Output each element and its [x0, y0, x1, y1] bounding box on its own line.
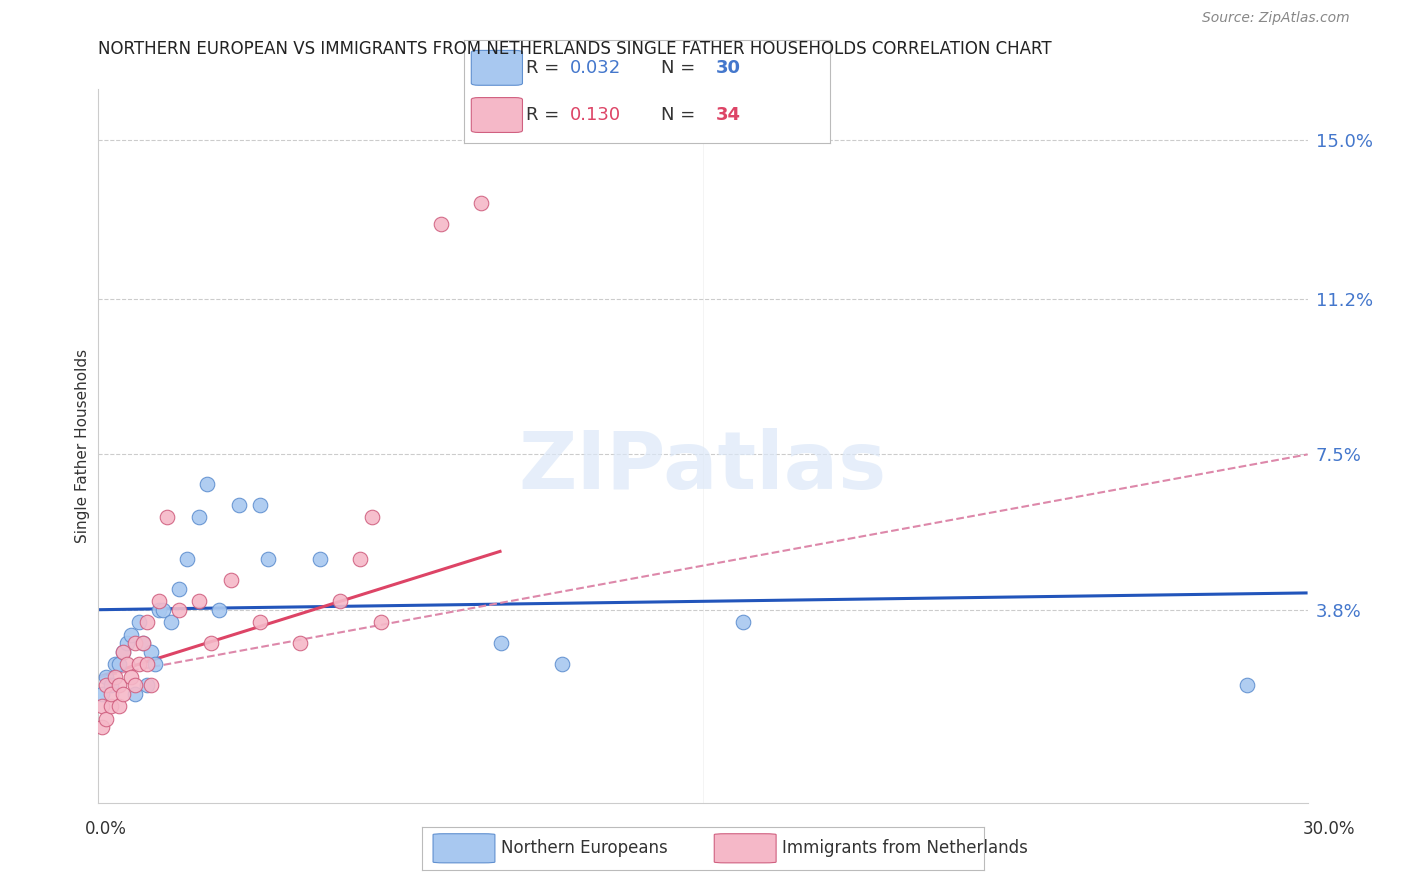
Point — [132, 636, 155, 650]
Point — [221, 574, 243, 588]
Point — [249, 615, 271, 630]
Point — [1236, 678, 1258, 692]
Point — [135, 615, 157, 630]
Point — [120, 670, 142, 684]
Point — [188, 594, 211, 608]
Point — [100, 687, 122, 701]
Point — [111, 645, 134, 659]
Point — [256, 552, 278, 566]
Point — [470, 195, 492, 210]
Point — [329, 594, 352, 608]
Point — [349, 552, 371, 566]
Point — [195, 476, 218, 491]
FancyBboxPatch shape — [433, 834, 495, 863]
Point — [249, 498, 271, 512]
Point — [551, 657, 574, 672]
Point — [120, 628, 142, 642]
Point — [139, 678, 162, 692]
Point — [309, 552, 332, 566]
Point — [135, 657, 157, 672]
Point — [208, 603, 231, 617]
Point — [124, 687, 146, 701]
Point — [115, 636, 138, 650]
Point — [111, 687, 134, 701]
Point — [91, 699, 114, 714]
Text: 0.032: 0.032 — [569, 59, 621, 77]
Point — [91, 687, 114, 701]
FancyBboxPatch shape — [471, 50, 523, 86]
Point — [107, 678, 129, 692]
Point — [111, 645, 134, 659]
Point — [176, 552, 198, 566]
Point — [132, 636, 155, 650]
Point — [167, 603, 190, 617]
Point — [96, 678, 118, 692]
Text: NORTHERN EUROPEAN VS IMMIGRANTS FROM NETHERLANDS SINGLE FATHER HOUSEHOLDS CORREL: NORTHERN EUROPEAN VS IMMIGRANTS FROM NET… — [98, 40, 1052, 58]
Text: Immigrants from Netherlands: Immigrants from Netherlands — [782, 839, 1028, 857]
Point — [733, 615, 755, 630]
Text: R =: R = — [526, 59, 565, 77]
Point — [115, 657, 138, 672]
Point — [156, 510, 179, 524]
Point — [160, 615, 183, 630]
Text: N =: N = — [661, 106, 702, 124]
Point — [103, 657, 125, 672]
Point — [188, 510, 211, 524]
FancyBboxPatch shape — [714, 834, 776, 863]
Point — [96, 712, 118, 726]
Text: R =: R = — [526, 106, 565, 124]
Point — [107, 657, 129, 672]
Point — [124, 678, 146, 692]
Point — [96, 670, 118, 684]
Text: 30.0%: 30.0% — [1302, 820, 1355, 838]
Point — [100, 678, 122, 692]
Y-axis label: Single Father Households: Single Father Households — [75, 349, 90, 543]
FancyBboxPatch shape — [471, 97, 523, 132]
Point — [139, 645, 162, 659]
Point — [135, 678, 157, 692]
Text: N =: N = — [661, 59, 702, 77]
Point — [361, 510, 384, 524]
Point — [200, 636, 222, 650]
Point — [430, 217, 453, 231]
Point — [91, 720, 114, 734]
Point — [167, 582, 190, 596]
Point — [148, 603, 170, 617]
Point — [370, 615, 392, 630]
Point — [228, 498, 250, 512]
Text: ZIPatlas: ZIPatlas — [519, 428, 887, 507]
Point — [124, 636, 146, 650]
Text: 34: 34 — [716, 106, 741, 124]
Point — [103, 670, 125, 684]
Text: 30: 30 — [716, 59, 741, 77]
Text: 0.0%: 0.0% — [84, 820, 127, 838]
Text: Source: ZipAtlas.com: Source: ZipAtlas.com — [1202, 12, 1350, 25]
Point — [143, 657, 166, 672]
Point — [148, 594, 170, 608]
Text: Northern Europeans: Northern Europeans — [501, 839, 668, 857]
Point — [100, 699, 122, 714]
Point — [128, 657, 150, 672]
Point — [491, 636, 513, 650]
Point — [107, 699, 129, 714]
Point — [152, 603, 174, 617]
Point — [128, 615, 150, 630]
Text: 0.130: 0.130 — [569, 106, 621, 124]
Point — [288, 636, 311, 650]
